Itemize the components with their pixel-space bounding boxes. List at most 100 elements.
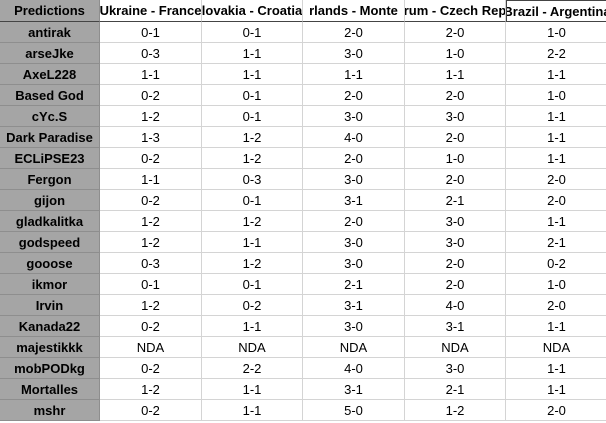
prediction: 3-0 [405,106,506,127]
match-header: rum - Czech Rep [405,0,506,22]
player-name: gijon [0,190,100,211]
prediction: 1-3 [100,127,202,148]
prediction: 3-1 [405,316,506,337]
prediction: 1-1 [202,400,303,421]
player-name: majestikkk [0,337,100,358]
prediction: 0-1 [100,22,202,43]
player-name: cYc.S [0,106,100,127]
prediction: 0-2 [506,253,606,274]
prediction: 2-0 [405,169,506,190]
prediction: 1-1 [303,64,405,85]
prediction: 2-0 [303,85,405,106]
prediction: 1-1 [506,64,606,85]
prediction: 3-0 [303,43,405,64]
prediction: 2-2 [202,358,303,379]
prediction: 1-1 [506,106,606,127]
prediction: 1-2 [100,379,202,400]
prediction: 2-0 [405,22,506,43]
player-name: mshr [0,400,100,421]
prediction: 2-0 [405,274,506,295]
prediction: 1-0 [506,274,606,295]
prediction: 0-2 [100,190,202,211]
prediction: NDA [202,337,303,358]
prediction: 2-0 [405,253,506,274]
prediction: 1-2 [202,253,303,274]
prediction: 0-3 [100,253,202,274]
match-header: rlands - Monte [303,0,405,22]
prediction: 2-0 [405,127,506,148]
prediction: 3-1 [303,379,405,400]
prediction: 1-1 [202,316,303,337]
player-name: Fergon [0,169,100,190]
player-name: Dark Paradise [0,127,100,148]
prediction: 2-1 [303,274,405,295]
prediction: 1-1 [506,211,606,232]
prediction: 1-2 [100,232,202,253]
prediction: 1-1 [202,43,303,64]
prediction: NDA [303,337,405,358]
prediction: 3-1 [303,190,405,211]
player-name: antirak [0,22,100,43]
prediction: 2-0 [303,211,405,232]
player-name: AxeL228 [0,64,100,85]
prediction: 3-0 [405,358,506,379]
prediction: 2-1 [506,232,606,253]
prediction: 0-1 [202,190,303,211]
player-name: gooose [0,253,100,274]
player-name: mobPODkg [0,358,100,379]
prediction: 2-0 [405,85,506,106]
prediction: 0-1 [202,274,303,295]
player-name: ECLiPSE23 [0,148,100,169]
player-name: arseJke [0,43,100,64]
prediction: 3-0 [405,232,506,253]
match-header: Brazil - Argentina [506,0,606,22]
prediction: 3-1 [303,295,405,316]
prediction: 0-3 [202,169,303,190]
header-label: Predictions [0,0,100,22]
prediction: 4-0 [405,295,506,316]
prediction: 1-1 [506,316,606,337]
prediction: 1-0 [405,43,506,64]
prediction: 2-0 [506,169,606,190]
player-name: Kanada22 [0,316,100,337]
prediction: 3-0 [303,253,405,274]
prediction: 1-1 [405,64,506,85]
prediction: 1-0 [506,22,606,43]
prediction: 3-0 [303,169,405,190]
prediction: 0-1 [202,85,303,106]
prediction: 0-2 [100,358,202,379]
player-name: godspeed [0,232,100,253]
player-name: Based God [0,85,100,106]
prediction: NDA [405,337,506,358]
prediction: 0-2 [100,316,202,337]
prediction: 3-0 [303,316,405,337]
match-header: lovakia - Croatia [202,0,303,22]
prediction: 2-0 [506,400,606,421]
prediction: 1-2 [100,106,202,127]
prediction: 3-0 [405,211,506,232]
match-header: Ukraine - France [100,0,202,22]
prediction: 1-1 [506,379,606,400]
prediction: 0-1 [100,274,202,295]
prediction: 4-0 [303,127,405,148]
player-name: Irvin [0,295,100,316]
prediction: 2-2 [506,43,606,64]
prediction: 5-0 [303,400,405,421]
prediction: 3-0 [303,106,405,127]
prediction: 1-0 [506,85,606,106]
prediction: 0-2 [100,148,202,169]
prediction: 1-2 [202,127,303,148]
prediction: 2-0 [506,295,606,316]
prediction: 0-2 [100,85,202,106]
prediction: 0-1 [202,22,303,43]
prediction: 1-1 [202,232,303,253]
prediction: 3-0 [303,232,405,253]
prediction: 1-1 [100,169,202,190]
prediction: 0-2 [100,400,202,421]
prediction: 4-0 [303,358,405,379]
prediction: NDA [100,337,202,358]
prediction: 1-2 [405,400,506,421]
player-name: Mortalles [0,379,100,400]
prediction: 0-2 [202,295,303,316]
